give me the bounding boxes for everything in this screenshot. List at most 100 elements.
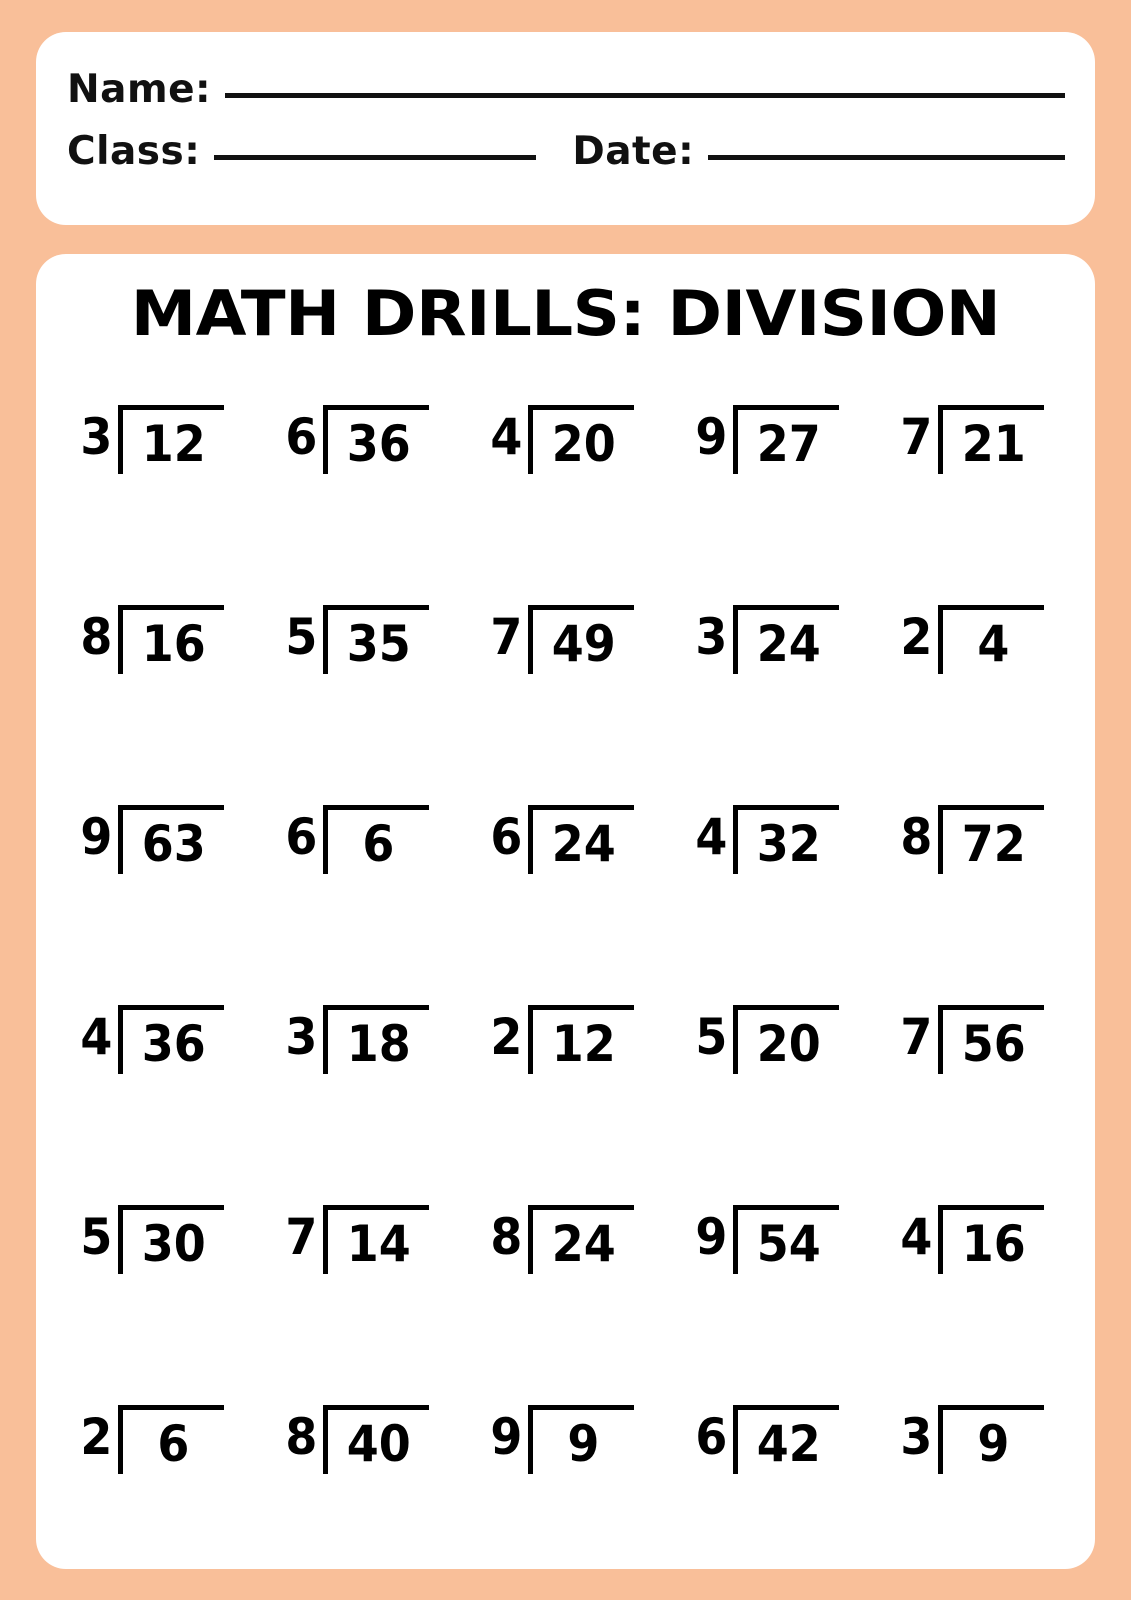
divisor: 7 xyxy=(899,408,932,467)
division-bracket: 6 xyxy=(323,805,430,875)
divisor: 3 xyxy=(899,1408,932,1467)
divisor: 6 xyxy=(284,408,317,467)
divisor: 8 xyxy=(79,608,112,667)
divisor: 2 xyxy=(899,608,932,667)
dividend: 24 xyxy=(551,1215,616,1274)
dividend: 14 xyxy=(346,1215,411,1274)
dividend: 20 xyxy=(756,1015,821,1074)
dividend: 12 xyxy=(551,1015,616,1074)
name-field-row: Name: xyxy=(67,70,1065,132)
divisor: 6 xyxy=(694,1408,727,1467)
division-bracket: 32 xyxy=(733,805,840,875)
dividend: 27 xyxy=(756,415,821,474)
division-problem: 7 49 xyxy=(487,605,635,681)
division-bracket: 20 xyxy=(528,405,635,475)
division-bracket: 6 xyxy=(118,1405,225,1475)
division-bracket: 24 xyxy=(528,1205,635,1275)
division-problem: 6 24 xyxy=(487,805,635,881)
division-bracket: 12 xyxy=(118,405,225,475)
name-label: Name: xyxy=(67,67,212,112)
divisor: 5 xyxy=(284,608,317,667)
dividend: 24 xyxy=(551,815,616,874)
division-problem: 9 63 xyxy=(77,805,225,881)
division-bracket: 16 xyxy=(118,605,225,675)
division-problem: 7 21 xyxy=(897,405,1045,481)
dividend: 36 xyxy=(141,1015,206,1074)
divisor: 9 xyxy=(694,1208,727,1267)
division-problem: 8 72 xyxy=(897,805,1045,881)
division-bracket: 14 xyxy=(323,1205,430,1275)
division-problem: 4 36 xyxy=(77,1005,225,1081)
divisor: 7 xyxy=(899,1008,932,1067)
dividend: 21 xyxy=(961,415,1026,474)
division-problem: 3 12 xyxy=(77,405,225,481)
division-bracket: 21 xyxy=(938,405,1045,475)
dividend: 16 xyxy=(141,615,206,674)
division-bracket: 30 xyxy=(118,1205,225,1275)
division-bracket: 63 xyxy=(118,805,225,875)
class-write-line[interactable] xyxy=(214,155,537,160)
division-problem: 5 20 xyxy=(692,1005,840,1081)
divisor: 4 xyxy=(694,808,727,867)
divisor: 9 xyxy=(489,1408,522,1467)
dividend: 20 xyxy=(551,415,616,474)
division-bracket: 20 xyxy=(733,1005,840,1075)
divisor: 5 xyxy=(79,1208,112,1267)
divisor: 2 xyxy=(79,1408,112,1467)
divisor: 9 xyxy=(694,408,727,467)
dividend: 32 xyxy=(756,815,821,874)
divisor: 8 xyxy=(899,808,932,867)
division-bracket: 12 xyxy=(528,1005,635,1075)
dividend: 6 xyxy=(362,815,395,874)
student-info-card: Name: Class: Date: xyxy=(36,32,1095,225)
division-bracket: 9 xyxy=(938,1405,1045,1475)
dividend: 35 xyxy=(346,615,411,674)
dividend: 42 xyxy=(756,1415,821,1474)
divisor: 5 xyxy=(694,1008,727,1067)
divisor: 8 xyxy=(489,1208,522,1267)
divisor: 8 xyxy=(284,1408,317,1467)
division-bracket: 35 xyxy=(323,605,430,675)
division-bracket: 72 xyxy=(938,805,1045,875)
division-problem: 9 27 xyxy=(692,405,840,481)
dividend: 6 xyxy=(157,1415,190,1474)
divisor: 2 xyxy=(489,1008,522,1067)
divisor: 9 xyxy=(79,808,112,867)
dividend: 36 xyxy=(346,415,411,474)
division-problem: 4 16 xyxy=(897,1205,1045,1281)
divisor: 7 xyxy=(284,1208,317,1267)
divisor: 6 xyxy=(489,808,522,867)
divisor: 4 xyxy=(79,1008,112,1067)
division-bracket: 24 xyxy=(528,805,635,875)
name-write-line[interactable] xyxy=(225,93,1065,98)
division-problem: 8 16 xyxy=(77,605,225,681)
dividend: 9 xyxy=(567,1415,600,1474)
date-write-line[interactable] xyxy=(708,155,1065,160)
dividend: 12 xyxy=(141,415,206,474)
division-problem: 5 30 xyxy=(77,1205,225,1281)
division-bracket: 56 xyxy=(938,1005,1045,1075)
dividend: 24 xyxy=(756,615,821,674)
division-bracket: 40 xyxy=(323,1405,430,1475)
dividend: 16 xyxy=(961,1215,1026,1274)
division-problem: 5 35 xyxy=(282,605,430,681)
division-problem: 6 42 xyxy=(692,1405,840,1481)
division-problem: 8 24 xyxy=(487,1205,635,1281)
problem-grid: 3 12 6 36 4 20 9 27 7 21 8 16 5 35 7 49 3 24 2 4 9 63 6 6 6 24 4 32… xyxy=(36,405,1095,1569)
dividend: 4 xyxy=(977,615,1010,674)
division-problem: 4 32 xyxy=(692,805,840,881)
dividend: 9 xyxy=(977,1415,1010,1474)
division-bracket: 9 xyxy=(528,1405,635,1475)
divisor: 3 xyxy=(79,408,112,467)
division-problem: 4 20 xyxy=(487,405,635,481)
dividend: 72 xyxy=(961,815,1026,874)
division-problem: 3 24 xyxy=(692,605,840,681)
dividend: 54 xyxy=(756,1215,821,1274)
division-problem: 3 18 xyxy=(282,1005,430,1081)
division-bracket: 36 xyxy=(323,405,430,475)
division-problem: 9 54 xyxy=(692,1205,840,1281)
